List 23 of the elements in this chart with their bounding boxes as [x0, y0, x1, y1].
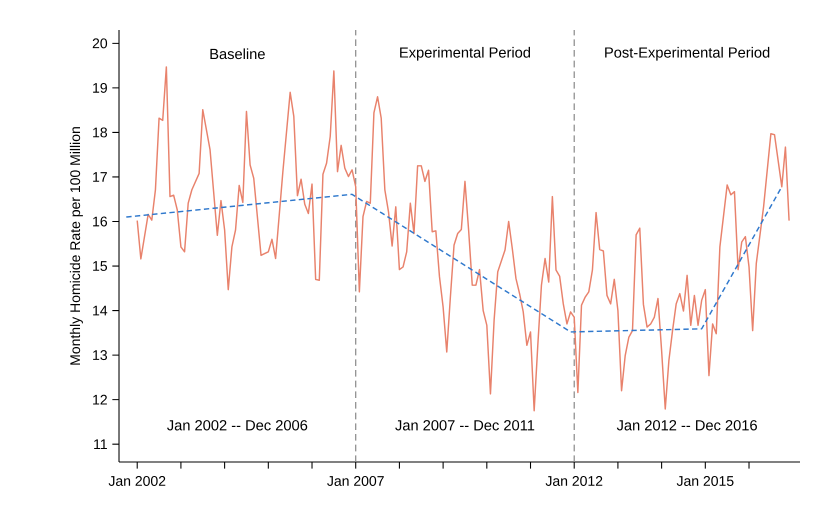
- y-tick-label: 11: [94, 439, 107, 449]
- y-tick-label: 12: [93, 394, 107, 405]
- y-tick-label: 19: [93, 82, 107, 93]
- y-tick-label: 17: [93, 172, 107, 182]
- line-series: [126, 186, 783, 333]
- x-tick-label: Jan 2015: [676, 476, 734, 486]
- annotation: Jan 2012 -- Dec 2016: [616, 420, 757, 430]
- y-tick-label: 20: [92, 38, 108, 48]
- y-tick-label: 13: [93, 350, 108, 360]
- x-tick-label: Jan 2012: [546, 476, 602, 486]
- line-series: [136, 66, 790, 412]
- y-tick-label: 16: [93, 216, 108, 226]
- y-axis-title: Monthly Homicide Rate per 100 Million: [70, 127, 83, 365]
- y-tick-label: 15: [93, 261, 108, 271]
- y-tick-label: 14: [93, 306, 108, 316]
- x-tick-label: Jan 2007: [327, 476, 384, 486]
- annotation: Jan 2007 -- Dec 2011: [395, 420, 534, 430]
- annotation: Experimental Period: [400, 46, 530, 61]
- x-tick-label: Jan 2002: [108, 476, 166, 486]
- annotation: Post-Experimental Period: [605, 46, 770, 61]
- annotation: Baseline: [210, 48, 265, 60]
- annotation: Jan 2002 -- Dec 2006: [167, 420, 308, 430]
- y-tick-label: 18: [93, 127, 108, 138]
